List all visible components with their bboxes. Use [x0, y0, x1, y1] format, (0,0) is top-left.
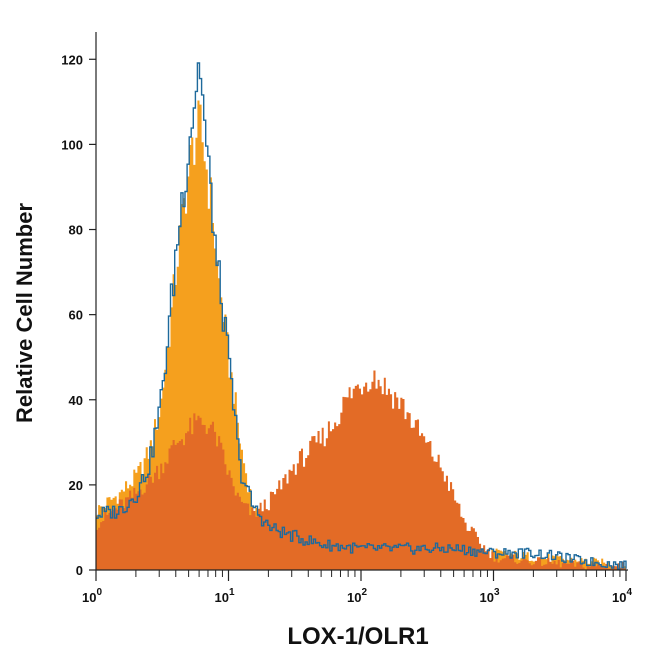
- histogram-series-1: [96, 100, 626, 570]
- x-tick-label: 103: [479, 587, 499, 605]
- y-tick-label: 100: [61, 137, 83, 152]
- y-tick-label: 120: [61, 52, 83, 67]
- x-tick-label: 102: [347, 587, 367, 605]
- x-axis-label: LOX-1/OLR1: [287, 623, 428, 650]
- plot-area: [96, 62, 627, 570]
- axes: 0 20 40 60 80 100 120 100 101 102 103 104: [61, 32, 632, 605]
- x-tick-label: 104: [612, 587, 632, 605]
- y-tick-label: 80: [69, 223, 83, 238]
- x-tick-label: 100: [82, 587, 102, 605]
- y-tick-label: 60: [69, 308, 83, 323]
- y-tick-label: 0: [76, 563, 83, 578]
- x-tick-label: 101: [214, 587, 234, 605]
- y-axis-label: Relative Cell Number: [12, 203, 37, 424]
- y-tick-label: 20: [69, 478, 83, 493]
- y-tick-label: 40: [69, 393, 83, 408]
- histogram-series-3: [96, 62, 627, 570]
- histogram-series-2: [96, 370, 626, 570]
